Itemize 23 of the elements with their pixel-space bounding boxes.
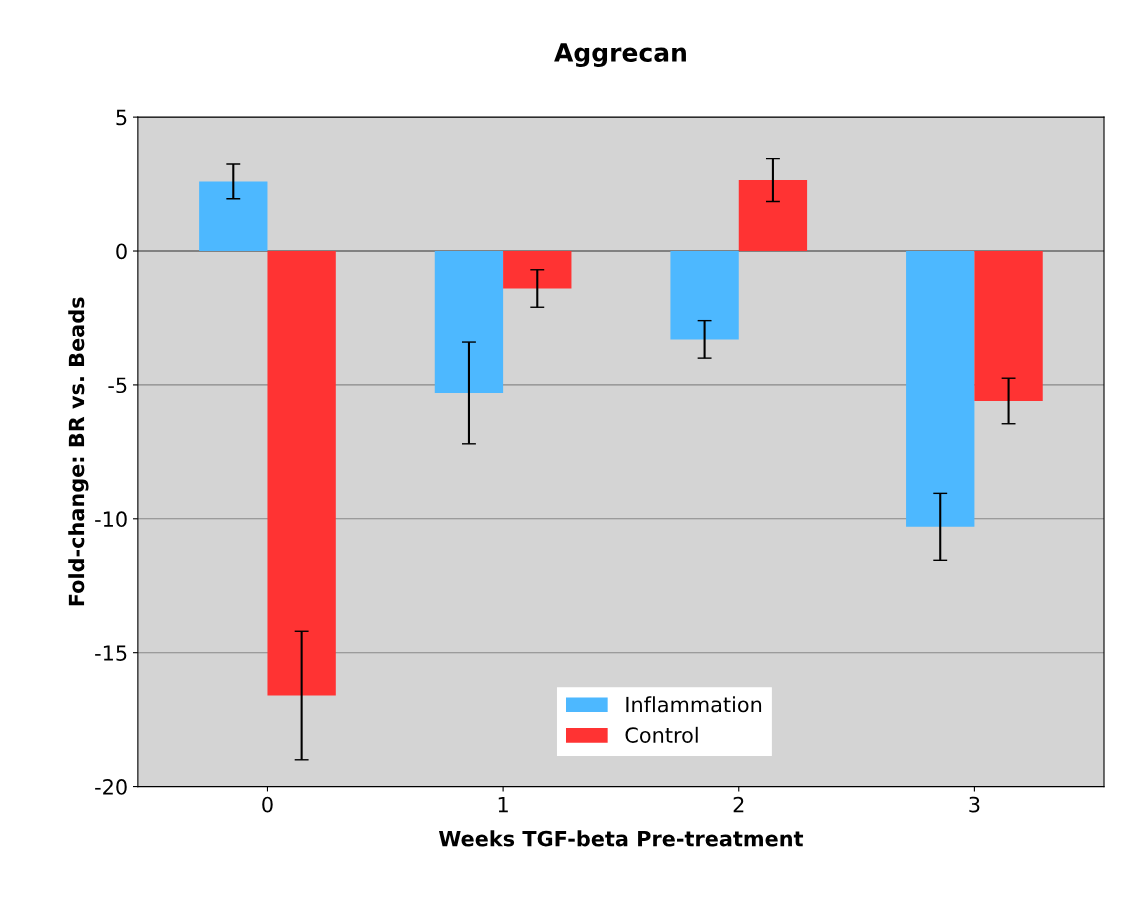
y-tick-label: -15: [95, 645, 127, 661]
legend-label: Inflammation: [626, 696, 762, 713]
bar: [503, 251, 572, 289]
x-tick-label: 3: [969, 796, 980, 813]
y-axis-title: Fold-change: BR vs. Beads: [68, 297, 89, 606]
bar: [434, 251, 504, 393]
bar: [906, 251, 975, 527]
bar: [267, 251, 336, 696]
chart-title: Aggrecan: [554, 43, 686, 67]
x-tick-label: 2: [733, 796, 744, 813]
x-axis-title: Weeks TGF-beta Pre-treatment: [438, 830, 804, 847]
bar: [670, 251, 739, 340]
y-tick-label: -20: [95, 779, 127, 795]
legend-label: Control: [625, 726, 698, 743]
y-tick-label: -10: [95, 511, 127, 528]
y-tick-label: 5: [116, 109, 127, 126]
x-tick-label: 0: [262, 796, 273, 813]
x-tick-label: 1: [498, 796, 508, 813]
bar: [738, 180, 808, 252]
y-tick-label: -5: [108, 377, 127, 394]
bar: [974, 251, 1043, 401]
bar: [199, 181, 268, 252]
y-tick-label: 0: [116, 243, 127, 260]
